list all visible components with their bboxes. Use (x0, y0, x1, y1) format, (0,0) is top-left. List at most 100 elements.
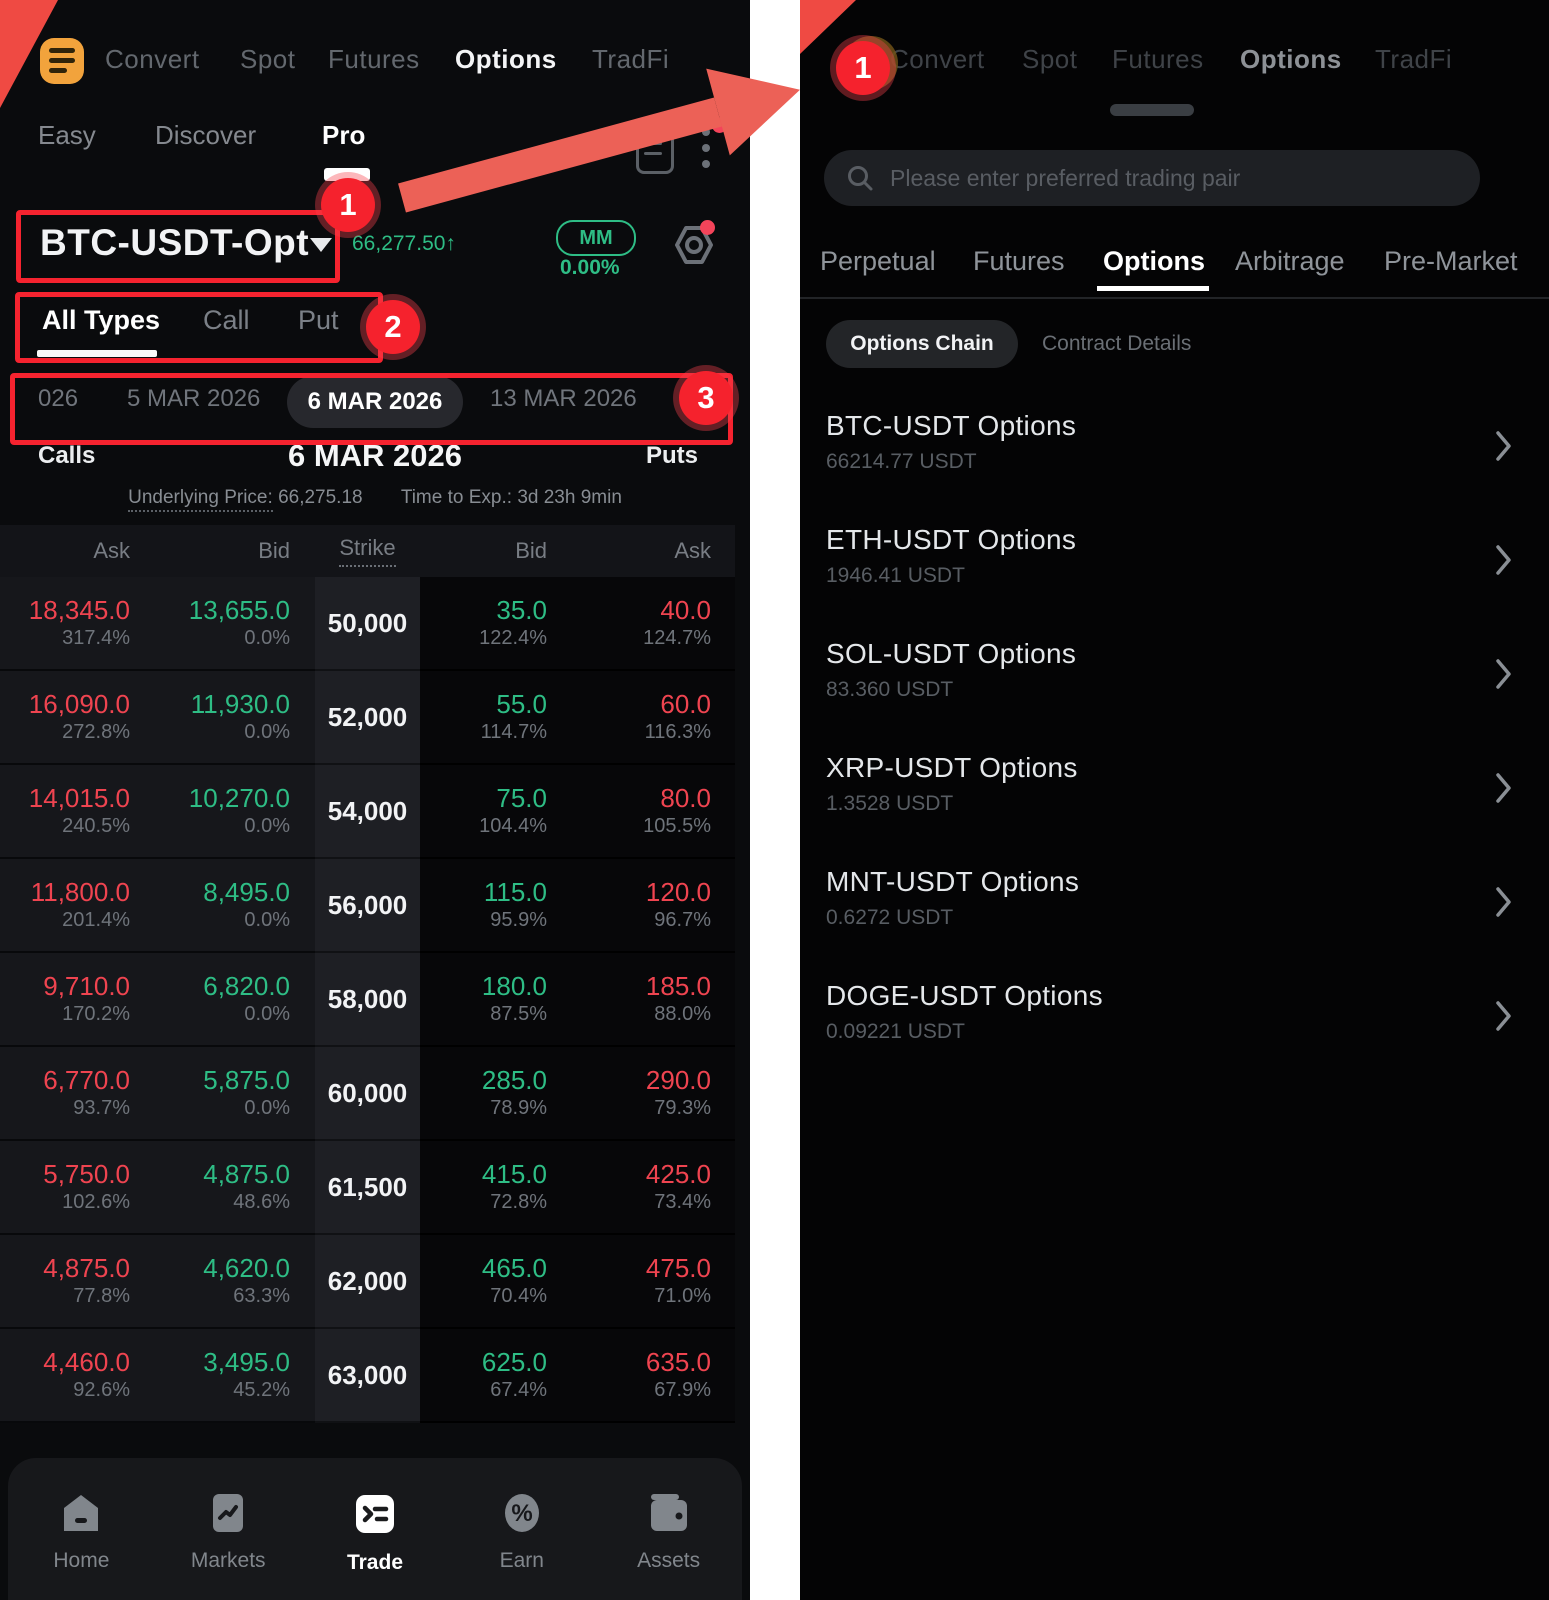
option-chain-row[interactable]: 5,750.0 102.6% 4,875.0 48.6% 61,500 415.… (0, 1141, 735, 1235)
search-bar[interactable] (824, 150, 1480, 206)
put-ask-cell[interactable]: 120.0 96.7% (577, 859, 735, 953)
put-bid-cell[interactable]: 415.0 72.8% (420, 1141, 577, 1235)
assets-icon (647, 1492, 691, 1539)
put-bid-cell[interactable]: 55.0 114.7% (420, 671, 577, 765)
call-ask-price: 14,015.0 (28, 782, 130, 813)
tab-discover[interactable]: Discover (155, 120, 257, 150)
trade-icon (353, 1492, 397, 1541)
nav-assets[interactable]: Assets (614, 1492, 724, 1573)
put-bid-cell[interactable]: 465.0 70.4% (420, 1235, 577, 1329)
date-tab-6mar-selected[interactable]: 6 MAR 2026 (287, 376, 463, 428)
list-item[interactable]: XRP-USDT Options 1.3528 USDT (826, 744, 1523, 858)
put-ask-cell[interactable]: 475.0 71.0% (577, 1235, 735, 1329)
nav-futures[interactable]: Futures (328, 44, 420, 74)
option-chain-row[interactable]: 4,875.0 77.8% 4,620.0 63.3% 62,000 465.0… (0, 1235, 735, 1329)
orders-icon[interactable] (636, 130, 674, 174)
call-bid-cell[interactable]: 6,820.0 0.0% (157, 953, 315, 1047)
menu-icon[interactable] (40, 38, 84, 84)
option-chain-row[interactable]: 4,460.0 92.6% 3,495.0 45.2% 63,000 625.0… (0, 1329, 735, 1423)
call-ask-cell[interactable]: 11,800.0 201.4% (0, 859, 157, 953)
nav-markets[interactable]: Markets (173, 1492, 283, 1573)
sheet-drag-handle[interactable] (1110, 104, 1194, 116)
option-chain-row[interactable]: 14,015.0 240.5% 10,270.0 0.0% 54,000 75.… (0, 765, 735, 859)
tab-perpetual[interactable]: Perpetual (820, 246, 936, 276)
call-bid-cell[interactable]: 13,655.0 0.0% (157, 577, 315, 671)
list-item[interactable]: ETH-USDT Options 1946.41 USDT (826, 516, 1523, 630)
call-bid-cell[interactable]: 10,270.0 0.0% (157, 765, 315, 859)
filter-call[interactable]: Call (203, 305, 250, 335)
call-bid-cell[interactable]: 11,930.0 0.0% (157, 671, 315, 765)
put-ask-cell[interactable]: 635.0 67.9% (577, 1329, 735, 1423)
symbol-selector[interactable]: BTC-USDT-Opt (40, 222, 310, 263)
put-ask-cell[interactable]: 425.0 73.4% (577, 1141, 735, 1235)
put-ask-cell[interactable]: 60.0 116.3% (577, 671, 735, 765)
subtab-options-chain[interactable]: Options Chain (826, 320, 1018, 368)
nav-tradfi[interactable]: TradFi (592, 44, 670, 74)
put-bid-cell[interactable]: 115.0 95.9% (420, 859, 577, 953)
date-tab-cut[interactable]: 026 (38, 385, 79, 412)
date-tab-5mar[interactable]: 5 MAR 2026 (127, 385, 261, 412)
nav-trade[interactable]: Trade (320, 1492, 430, 1575)
call-ask-cell[interactable]: 14,015.0 240.5% (0, 765, 157, 859)
call-bid-cell[interactable]: 4,620.0 63.3% (157, 1235, 315, 1329)
call-bid-cell[interactable]: 3,495.0 45.2% (157, 1329, 315, 1423)
call-ask-cell[interactable]: 4,875.0 77.8% (0, 1235, 157, 1329)
option-chain-row[interactable]: 11,800.0 201.4% 8,495.0 0.0% 56,000 115.… (0, 859, 735, 953)
tabs-divider (800, 297, 1549, 299)
call-ask-cell[interactable]: 9,710.0 170.2% (0, 953, 157, 1047)
option-chain-row[interactable]: 6,770.0 93.7% 5,875.0 0.0% 60,000 285.0 … (0, 1047, 735, 1141)
list-item[interactable]: SOL-USDT Options 83.360 USDT (826, 630, 1523, 744)
underlying-price-label: Underlying Price: (128, 487, 273, 512)
nav-earn[interactable]: % Earn (467, 1492, 577, 1573)
call-ask-cell[interactable]: 4,460.0 92.6% (0, 1329, 157, 1423)
put-bid-cell[interactable]: 625.0 67.4% (420, 1329, 577, 1423)
annotation-box-type-tabs (15, 292, 383, 363)
tab-easy[interactable]: Easy (38, 120, 96, 150)
header-put-ask: Ask (674, 538, 711, 563)
puts-label: Puts (646, 442, 699, 469)
call-ask-cell[interactable]: 18,345.0 317.4% (0, 577, 157, 671)
nav-home[interactable]: Home (26, 1492, 136, 1573)
search-input[interactable] (888, 163, 1432, 193)
filter-put[interactable]: Put (298, 305, 339, 335)
list-item[interactable]: MNT-USDT Options 0.6272 USDT (826, 858, 1523, 972)
put-bid-cell[interactable]: 180.0 87.5% (420, 953, 577, 1047)
call-ask-cell[interactable]: 5,750.0 102.6% (0, 1141, 157, 1235)
calls-label: Calls (38, 442, 96, 469)
call-bid-iv: 48.6% (233, 1190, 290, 1213)
put-ask-cell[interactable]: 185.0 88.0% (577, 953, 735, 1047)
put-ask-cell[interactable]: 290.0 79.3% (577, 1047, 735, 1141)
tab-pro[interactable]: Pro (322, 120, 366, 150)
list-item[interactable]: DOGE-USDT Options 0.09221 USDT (826, 972, 1523, 1086)
nav-options[interactable]: Options (455, 44, 557, 74)
corner-ribbon-left (0, 0, 58, 108)
bottom-navigation: Home Markets Trade % Earn Assets (8, 1458, 742, 1600)
put-bid-cell[interactable]: 285.0 78.9% (420, 1047, 577, 1141)
call-ask-cell[interactable]: 16,090.0 272.8% (0, 671, 157, 765)
strike-cell: 50,000 (315, 577, 420, 671)
option-chain-row[interactable]: 9,710.0 170.2% 6,820.0 0.0% 58,000 180.0… (0, 953, 735, 1047)
tab-futures[interactable]: Futures (973, 246, 1065, 276)
nav-spot[interactable]: Spot (240, 44, 296, 74)
option-chain-row[interactable]: 18,345.0 317.4% 13,655.0 0.0% 50,000 35.… (0, 577, 735, 671)
call-bid-iv: 0.0% (244, 1002, 290, 1025)
put-bid-cell[interactable]: 35.0 122.4% (420, 577, 577, 671)
list-item[interactable]: BTC-USDT Options 66214.77 USDT (826, 402, 1523, 516)
put-ask-cell[interactable]: 80.0 105.5% (577, 765, 735, 859)
call-bid-cell[interactable]: 8,495.0 0.0% (157, 859, 315, 953)
date-tab-13mar[interactable]: 13 MAR 2026 (490, 385, 637, 412)
call-ask-cell[interactable]: 6,770.0 93.7% (0, 1047, 157, 1141)
subtab-contract-details[interactable]: Contract Details (1042, 332, 1192, 355)
tab-premarket[interactable]: Pre-Market (1384, 246, 1518, 276)
tab-options[interactable]: Options (1103, 246, 1205, 276)
put-bid-cell[interactable]: 75.0 104.4% (420, 765, 577, 859)
call-bid-cell[interactable]: 5,875.0 0.0% (157, 1047, 315, 1141)
chevron-right-icon (1495, 1000, 1513, 1037)
call-bid-cell[interactable]: 4,875.0 48.6% (157, 1141, 315, 1235)
nav-convert[interactable]: Convert (105, 44, 200, 74)
filter-all-types[interactable]: All Types (42, 305, 161, 335)
put-ask-cell[interactable]: 40.0 124.7% (577, 577, 735, 671)
tab-arbitrage[interactable]: Arbitrage (1235, 246, 1345, 276)
more-menu-icon[interactable] (702, 126, 710, 170)
option-chain-row[interactable]: 16,090.0 272.8% 11,930.0 0.0% 52,000 55.… (0, 671, 735, 765)
